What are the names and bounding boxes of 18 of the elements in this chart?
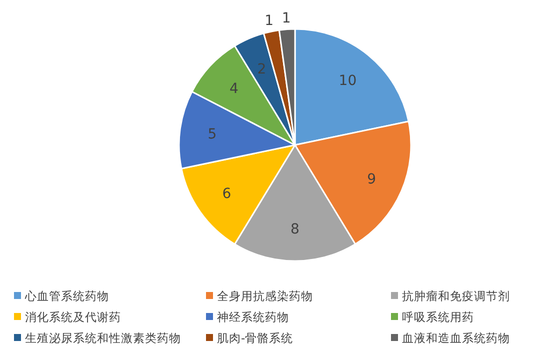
data-label: 1 xyxy=(264,13,274,30)
data-label: 5 xyxy=(208,126,217,143)
legend-label: 生殖泌尿系统和性激素类药物 xyxy=(25,331,181,345)
data-label: 10 xyxy=(338,73,357,90)
data-label: 6 xyxy=(222,186,232,202)
data-label: 1 xyxy=(282,10,291,27)
data-label: 9 xyxy=(367,171,376,188)
legend-label: 心血管系统药物 xyxy=(24,289,109,303)
data-label: 8 xyxy=(290,222,300,238)
data-label: 2 xyxy=(257,61,266,78)
legend-label: 消化系统及代谢药 xyxy=(25,310,121,324)
legend-label: 血液和造血系统药物 xyxy=(402,331,510,345)
legend-label: 抗肿瘤和免疫调节剂 xyxy=(402,289,510,303)
legend-label: 肌肉-骨骼系统 xyxy=(217,331,294,345)
legend-label: 呼吸系统用药 xyxy=(402,310,474,324)
data-label: 4 xyxy=(230,80,238,97)
legend-label: 全身用抗感染药物 xyxy=(217,289,313,303)
legend-label: 神经系统药物 xyxy=(217,310,289,324)
